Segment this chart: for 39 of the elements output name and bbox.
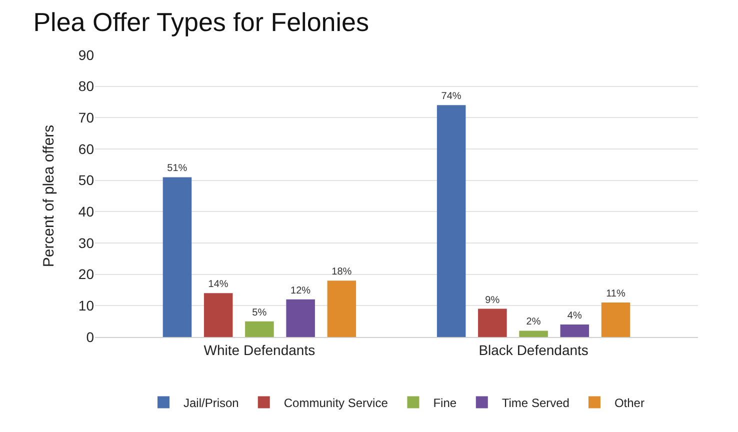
y-axis-title: Percent of plea offers — [40, 124, 58, 268]
y-tick-label: 70 — [78, 110, 94, 126]
data-label: 14% — [208, 279, 228, 290]
y-tick-label: 80 — [78, 78, 94, 94]
data-label: 2% — [526, 316, 541, 328]
bar — [286, 299, 315, 337]
legend-label: Other — [614, 396, 644, 410]
x-tick-label: Black Defendants — [478, 342, 588, 358]
bar — [478, 308, 507, 337]
y-tick-label: 50 — [78, 172, 94, 188]
data-label: 51% — [167, 163, 188, 174]
data-label: 11% — [606, 288, 626, 300]
data-label: 4% — [567, 310, 582, 322]
chart-title: Plea Offer Types for Felonies — [33, 7, 369, 38]
bar — [560, 324, 590, 337]
bar — [519, 330, 548, 337]
bar — [601, 302, 630, 337]
y-tick-label: 30 — [78, 234, 94, 251]
legend-label: Jail/Prison — [184, 396, 239, 410]
data-label: 9% — [485, 294, 500, 306]
bar — [245, 321, 274, 337]
y-tick-label: 60 — [78, 140, 94, 157]
bar — [436, 105, 466, 337]
y-tick-label: 40 — [78, 204, 94, 220]
y-tick-label: 10 — [78, 298, 94, 314]
legend-label: Community Service — [284, 396, 388, 410]
data-label: 12% — [290, 285, 311, 296]
y-tick-label: 20 — [78, 266, 94, 282]
legend-label: Time Served — [502, 396, 570, 410]
bar — [162, 177, 192, 337]
data-label: 18% — [332, 266, 352, 278]
y-tick-label: 90 — [78, 46, 94, 63]
data-label: 5% — [252, 307, 267, 318]
legend-label: Fine — [433, 396, 457, 410]
y-tick-label: 0 — [86, 328, 94, 345]
bar — [204, 293, 233, 337]
data-label: 74% — [441, 91, 462, 102]
x-tick-label: White Defendants — [204, 342, 316, 358]
bar — [327, 280, 356, 337]
